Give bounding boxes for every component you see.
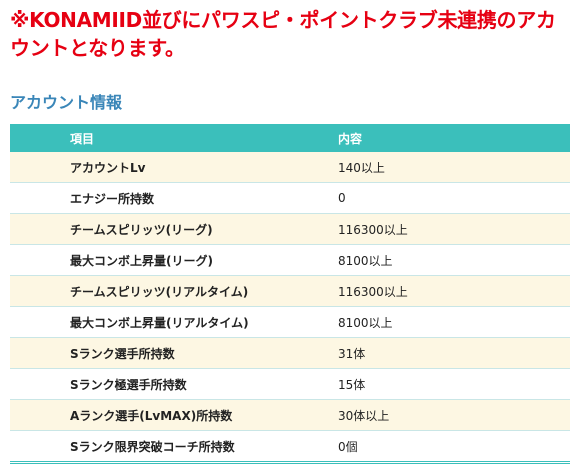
row-value: 116300以上 (338, 213, 570, 245)
row-value: 31体 (338, 337, 570, 369)
table-row: アカウントLv 140以上 (10, 152, 570, 183)
header-item: 項目 (10, 124, 338, 152)
table-row: Aランク選手(LvMAX)所持数 30体以上 (10, 399, 570, 431)
row-value: 15体 (338, 368, 570, 400)
row-value: 116300以上 (338, 275, 570, 307)
row-value: 140以上 (338, 152, 570, 183)
table-row: 最大コンボ上昇量(リアルタイム) 8100以上 (10, 306, 570, 338)
row-item: 最大コンボ上昇量(リアルタイム) (10, 306, 338, 338)
row-item: Sランク限界突破コーチ所持数 (10, 430, 338, 463)
row-item: アカウントLv (10, 152, 338, 183)
table-row: エナジー所持数 0 (10, 182, 570, 214)
unlinked-account-notice: ※KONAMIID並びにパワスピ・ポイントクラブ未連携のアカウントとなります。 (10, 8, 556, 60)
table-row: チームスピリッツ(リアルタイム) 116300以上 (10, 275, 570, 307)
table-row: Sランク極選手所持数 15体 (10, 368, 570, 400)
account-info-table: 項目 内容 アカウントLv 140以上 エナジー所持数 0 チームスピリッツ(リ… (10, 124, 570, 464)
row-item: Sランク選手所持数 (10, 337, 338, 369)
row-item: Sランク極選手所持数 (10, 368, 338, 400)
table-row: チームスピリッツ(リーグ) 116300以上 (10, 213, 570, 245)
table-header-row: 項目 内容 (10, 124, 570, 152)
table-row: Sランク限界突破コーチ所持数 0個 (10, 430, 570, 463)
row-value: 0個 (338, 430, 570, 463)
row-item: エナジー所持数 (10, 182, 338, 214)
table-row: Sランク選手所持数 31体 (10, 337, 570, 369)
row-item: チームスピリッツ(リーグ) (10, 213, 338, 245)
row-value: 8100以上 (338, 244, 570, 276)
section-title: アカウント情報 (10, 93, 123, 112)
table-row: 最大コンボ上昇量(リーグ) 8100以上 (10, 244, 570, 276)
row-value: 8100以上 (338, 306, 570, 338)
row-item: チームスピリッツ(リアルタイム) (10, 275, 338, 307)
row-value: 30体以上 (338, 399, 570, 431)
row-item: 最大コンボ上昇量(リーグ) (10, 244, 338, 276)
row-item: Aランク選手(LvMAX)所持数 (10, 399, 338, 431)
header-value: 内容 (338, 124, 570, 152)
row-value: 0 (338, 182, 570, 214)
